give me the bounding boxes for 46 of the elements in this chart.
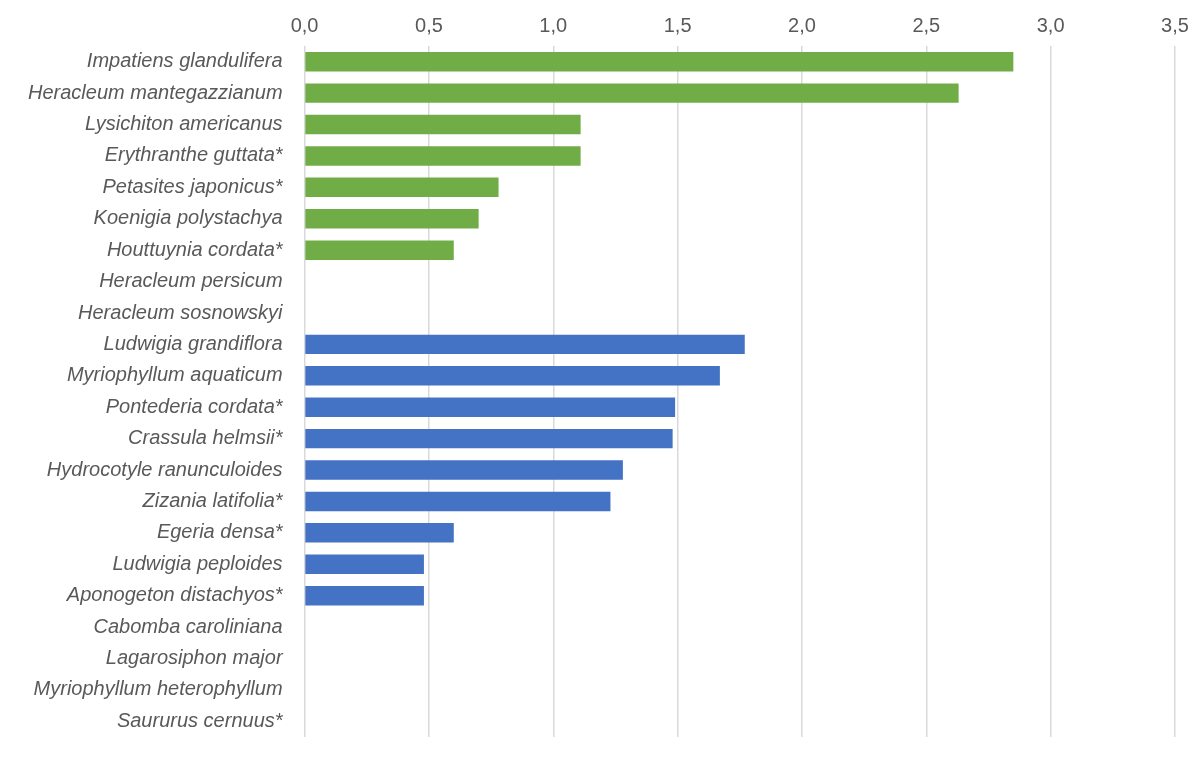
x-tick-label: 2,5: [912, 13, 941, 36]
y-tick-label: Koenigia polystachya: [93, 206, 283, 229]
bar: [305, 491, 611, 512]
bar: [305, 146, 581, 166]
x-tick-label: 1,0: [539, 13, 568, 36]
y-tick-label: Heracleum persicum: [99, 269, 283, 292]
bar: [305, 334, 745, 355]
bar: [305, 114, 581, 135]
y-tick-label: Ludwigia peploides: [112, 551, 283, 574]
bar: [305, 83, 959, 103]
bar: [305, 366, 720, 386]
y-tick-label: Saururus cernuus*: [116, 708, 284, 731]
bar: [305, 585, 424, 606]
x-tick-label: 0,5: [415, 13, 443, 36]
bar: [305, 554, 424, 574]
bar: [305, 51, 1014, 72]
bar: [305, 460, 623, 480]
x-tick-label: 0,0: [290, 13, 319, 36]
y-tick-label: Zizania latifolia*: [141, 488, 284, 511]
y-tick-label: Ludwigia grandiflora: [103, 331, 283, 354]
x-tick-label: 2,0: [788, 13, 816, 36]
bar: [305, 397, 676, 417]
y-tick-label: Lagarosiphon major: [105, 646, 284, 669]
bar: [305, 523, 454, 543]
y-tick-label: Pontederia cordata*: [105, 394, 284, 417]
y-tick-label: Erythranthe guttata*: [104, 143, 284, 166]
y-tick-label: Crassula helmsii*: [128, 426, 284, 449]
y-tick-label: Petasites japonicus*: [102, 174, 284, 197]
y-tick-label: Impatiens glandulifera: [86, 49, 283, 72]
y-tick-label: Houttuynia cordata*: [106, 237, 284, 260]
y-tick-label: Aponogeton distachyos*: [65, 583, 284, 606]
y-tick-label: Myriophyllum heterophyllum: [33, 677, 283, 700]
y-tick-label: Lysichiton americanus: [85, 112, 283, 135]
y-tick-label: Egeria densa*: [156, 520, 284, 543]
y-tick-label: Heracleum sosnowskyi: [78, 300, 284, 323]
x-tick-label: 3,5: [1161, 13, 1189, 36]
y-tick-label: Cabomba caroliniana: [93, 614, 283, 637]
bar: [305, 428, 673, 449]
bar: [305, 209, 479, 229]
y-tick-label: Heracleum mantegazzianum: [28, 80, 283, 103]
x-tick-label: 1,5: [663, 13, 692, 36]
y-tick-label: Hydrocotyle ranunculoides: [46, 457, 283, 480]
x-tick-label: 3,0: [1036, 13, 1065, 36]
y-tick-label: Myriophyllum aquaticum: [66, 363, 283, 386]
bar: [305, 177, 499, 198]
bar: [305, 240, 454, 260]
